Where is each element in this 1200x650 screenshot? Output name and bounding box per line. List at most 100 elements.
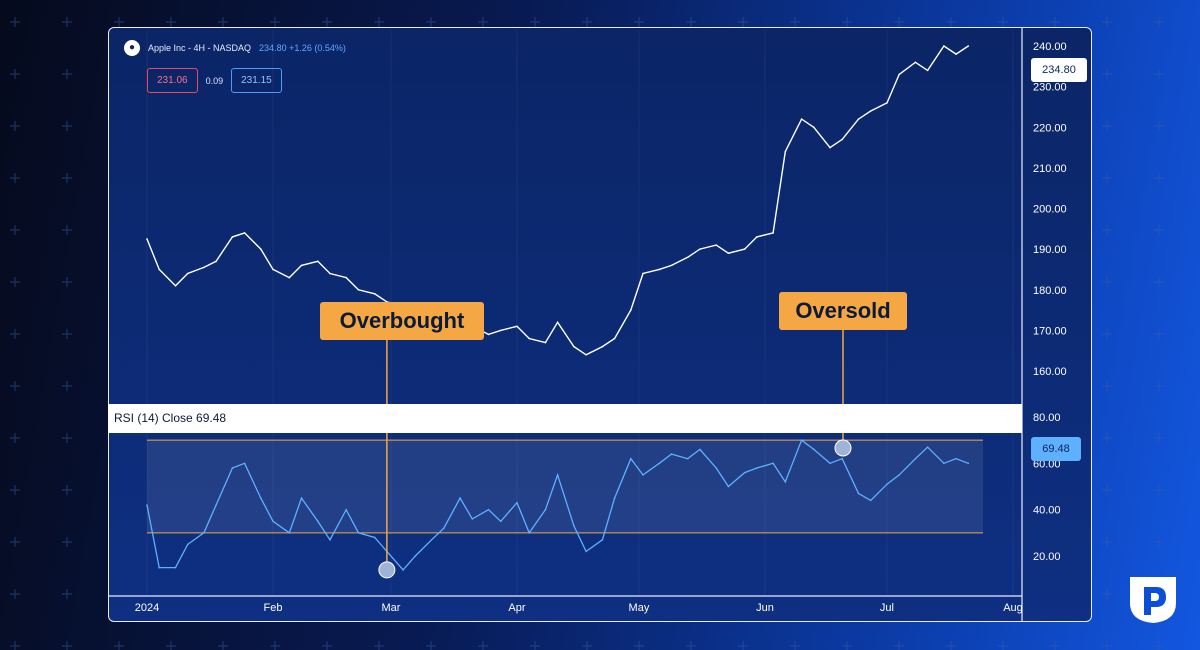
rsi-point [272, 520, 274, 523]
plus-mark [62, 69, 72, 79]
x-tick-label: May [629, 602, 650, 614]
plus-mark [1154, 17, 1164, 27]
plus-mark [322, 641, 332, 650]
plus-mark [1102, 69, 1112, 79]
plus-mark [894, 641, 904, 650]
price-point [288, 276, 291, 279]
price-point [914, 61, 917, 64]
price-point [670, 264, 673, 267]
price-point [146, 238, 148, 240]
price-point [772, 232, 774, 234]
price-point [727, 252, 730, 254]
price-point [499, 329, 502, 332]
price-tick-label: 190.00 [1033, 244, 1067, 256]
rsi-point [373, 536, 376, 539]
chart-frame [108, 27, 1092, 622]
plus-mark [1154, 329, 1164, 339]
rsi-point [585, 550, 587, 553]
rsi-point [260, 497, 262, 499]
plus-mark [1154, 277, 1164, 287]
price-point [272, 268, 274, 271]
price-tick-label: 200.00 [1033, 204, 1067, 216]
rsi-point [544, 508, 547, 511]
rsi-point [727, 485, 730, 488]
price-point [658, 268, 661, 271]
plus-mark [62, 121, 72, 131]
plus-mark [10, 433, 20, 443]
plus-mark [10, 173, 20, 183]
price-point [487, 333, 490, 336]
plus-mark [1102, 381, 1112, 391]
plus-mark [10, 381, 20, 391]
rsi-point [243, 462, 246, 465]
plus-mark [1050, 641, 1060, 650]
plus-mark [1154, 641, 1164, 650]
apple-icon: ● [124, 40, 140, 56]
oversold-callout: Oversold [779, 292, 907, 330]
rsi-tick-label: 20.00 [1033, 551, 1061, 563]
plus-mark [322, 17, 332, 27]
plus-mark [582, 17, 592, 27]
price-tick-label: 210.00 [1033, 163, 1067, 175]
price-point [357, 288, 360, 291]
brand-logo-icon [1130, 577, 1176, 623]
sell-price-button[interactable]: 231.06 [147, 68, 198, 93]
plus-mark [10, 329, 20, 339]
spread-value: 0.09 [205, 75, 224, 86]
price-point [630, 309, 632, 311]
plus-mark [842, 641, 852, 650]
rsi-point [829, 462, 831, 465]
rsi-point [800, 439, 803, 441]
rsi-point [459, 497, 461, 499]
price-point [528, 337, 530, 340]
price-point [784, 150, 787, 153]
rsi-point [499, 520, 502, 523]
price-point [943, 45, 945, 47]
rsi-point [573, 525, 575, 527]
rsi-tick-label: 80.00 [1033, 412, 1061, 424]
plus-mark [946, 17, 956, 27]
plus-mark [738, 641, 748, 650]
rsi-point [316, 520, 319, 523]
symbol-title: Apple Inc - 4H - NASDAQ [148, 43, 252, 53]
rsi-point [231, 467, 234, 469]
plus-mark [1154, 121, 1164, 131]
price-point [231, 236, 234, 238]
rsi-point [898, 474, 900, 476]
plus-mark [10, 537, 20, 547]
price-point [516, 325, 518, 328]
plus-mark [166, 641, 176, 650]
rsi-point [715, 467, 718, 469]
plus-mark [218, 17, 228, 27]
plus-mark [10, 17, 20, 27]
rsi-point [556, 474, 559, 476]
plus-mark [62, 17, 72, 27]
plus-mark [62, 329, 72, 339]
price-point [544, 341, 547, 344]
plus-mark [10, 69, 20, 79]
rsi-point [812, 448, 815, 451]
rsi-point [516, 501, 518, 504]
buy-price-button[interactable]: 231.15 [231, 68, 282, 93]
plus-mark [738, 17, 748, 27]
plus-mark [10, 277, 20, 287]
price-point [812, 126, 815, 129]
rsi-point [869, 499, 872, 502]
rsi-point [601, 538, 604, 541]
rsi-tick-label: 60.00 [1033, 458, 1061, 470]
rsi-point [943, 462, 945, 465]
price-point [715, 244, 718, 246]
plus-mark [62, 433, 72, 443]
x-tick-label: 2024 [135, 602, 159, 614]
x-tick-label: Mar [381, 602, 400, 614]
rsi-point [857, 492, 860, 495]
rsi-point [414, 555, 417, 557]
price-point [857, 118, 860, 120]
plus-mark [1102, 641, 1112, 650]
price-point [926, 69, 929, 72]
price-point [967, 45, 970, 47]
rsi-point [670, 453, 673, 455]
price-tick-label: 220.00 [1033, 122, 1067, 134]
plus-mark [1102, 329, 1112, 339]
rsi-point [345, 508, 348, 511]
